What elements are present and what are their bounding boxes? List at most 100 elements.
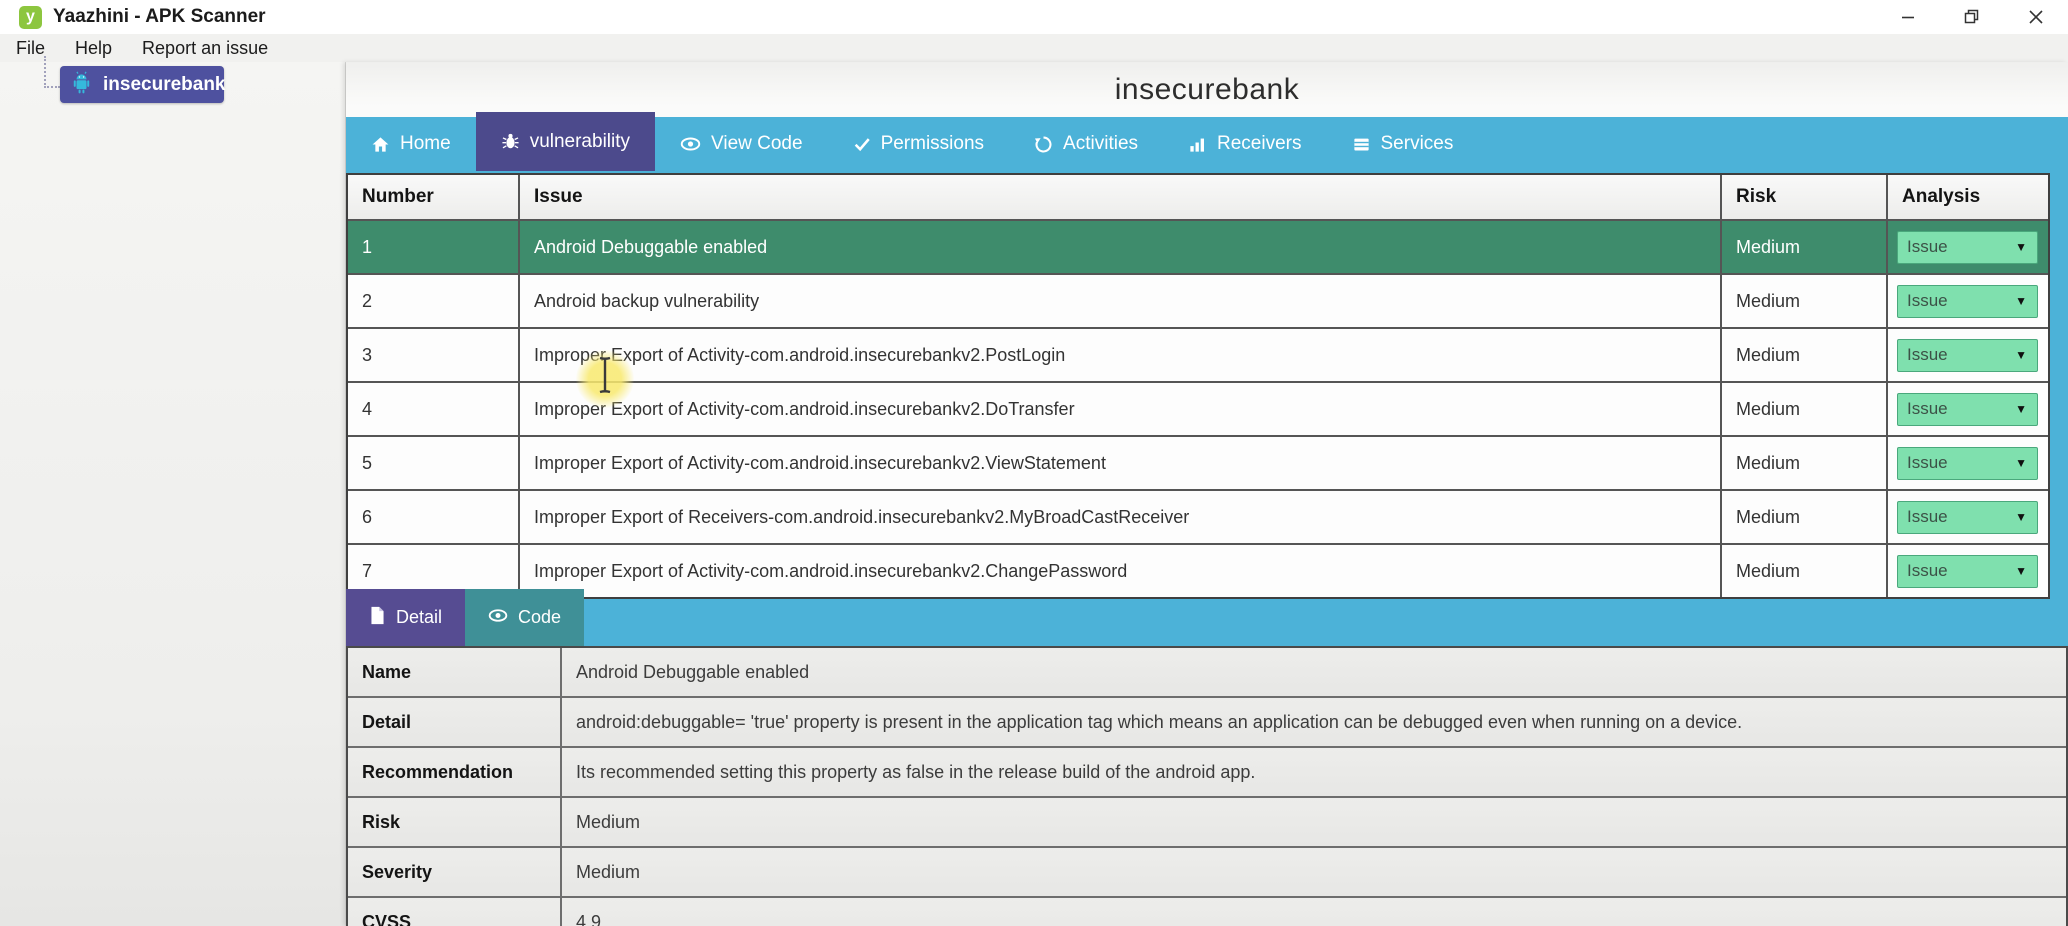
cell-analysis: Issue ▼ [1888, 275, 2048, 327]
tab-services[interactable]: Services [1327, 117, 1479, 171]
history-icon [1034, 135, 1053, 154]
cell-issue: Improper Export of Activity-com.android.… [520, 329, 1722, 381]
tab-detail[interactable]: Detail [346, 589, 466, 646]
restore-icon [1964, 9, 1980, 25]
titlebar: y Yaazhini - APK Scanner [0, 0, 2068, 34]
cell-analysis: Issue ▼ [1888, 329, 2048, 381]
chevron-down-icon: ▼ [2015, 240, 2027, 254]
tab-vulnerability[interactable]: vulnerability [475, 112, 656, 171]
cell-risk: Medium [1722, 383, 1888, 435]
cell-number: 1 [348, 221, 520, 273]
tab-permissions[interactable]: Permissions [828, 117, 1009, 171]
analysis-dropdown[interactable]: Issue ▼ [1897, 446, 2038, 480]
table-row[interactable]: 4 Improper Export of Activity-com.androi… [348, 381, 2048, 435]
dropdown-value: Issue [1907, 291, 1948, 310]
sidebar: insecurebank [0, 56, 346, 926]
detail-label: Severity [348, 848, 562, 896]
cell-issue: Improper Export of Receivers-com.android… [520, 491, 1722, 543]
chevron-down-icon: ▼ [2015, 510, 2027, 524]
column-header-number: Number [348, 175, 520, 219]
detail-table: Name Android Debuggable enabled Detail a… [346, 646, 2068, 926]
tab-label: Home [400, 133, 451, 154]
table-row[interactable]: 1 Android Debuggable enabled Medium Issu… [348, 219, 2048, 273]
chevron-down-icon: ▼ [2015, 402, 2027, 416]
cell-issue: Improper Export of Activity-com.android.… [520, 437, 1722, 489]
detail-label: Detail [348, 698, 562, 746]
document-icon [369, 606, 386, 630]
tab-code[interactable]: Code [465, 589, 585, 646]
analysis-dropdown[interactable]: Issue ▼ [1897, 554, 2038, 588]
detail-label: CVSS [348, 898, 562, 926]
detail-row-risk: Risk Medium [348, 796, 2066, 846]
cell-issue: Improper Export of Activity-com.android.… [520, 383, 1722, 435]
detail-row-detail: Detail android:debuggable= 'true' proper… [348, 696, 2066, 746]
tab-label: vulnerability [529, 130, 631, 152]
cell-risk: Medium [1722, 491, 1888, 543]
content-area: insecurebank Home [346, 62, 2068, 926]
tab-label: View Code [711, 133, 803, 154]
dropdown-value: Issue [1907, 507, 1948, 526]
analysis-dropdown[interactable]: Issue ▼ [1897, 338, 2038, 372]
minimize-icon [1900, 9, 1916, 25]
detail-row-severity: Severity Medium [348, 846, 2066, 896]
cell-risk: Medium [1722, 545, 1888, 597]
menu-report-an-issue[interactable]: Report an issue [142, 37, 269, 58]
tab-home[interactable]: Home [346, 117, 476, 171]
content-header: insecurebank [346, 62, 2068, 117]
menu-file[interactable]: File [16, 37, 46, 58]
sidebar-item-insecurebank[interactable]: insecurebank [60, 66, 226, 103]
page-title: insecurebank [1114, 72, 1300, 106]
tab-label: Services [1380, 133, 1454, 154]
table-row[interactable]: 2 Android backup vulnerability Medium Is… [348, 273, 2048, 327]
detail-label: Recommendation [348, 748, 562, 796]
column-header-risk: Risk [1722, 175, 1888, 219]
main-tab-bar: Home vulnerability [346, 112, 2068, 171]
detail-row-name: Name Android Debuggable enabled [348, 648, 2066, 696]
home-icon [371, 135, 390, 154]
dropdown-value: Issue [1907, 237, 1948, 256]
analysis-dropdown[interactable]: Issue ▼ [1897, 500, 2038, 534]
vulnerability-table: Number Issue Risk Analysis 1 Android Deb… [346, 173, 2050, 599]
table-icon [1352, 135, 1371, 154]
cell-issue: Android Debuggable enabled [520, 221, 1722, 273]
detail-value: android:debuggable= 'true' property is p… [576, 711, 1743, 732]
cell-risk: Medium [1722, 329, 1888, 381]
table-row[interactable]: 6 Improper Export of Receivers-com.andro… [348, 489, 2048, 543]
menubar: File Help Report an issue [0, 34, 2068, 62]
detail-row-cvss: CVSS 4.9 [348, 896, 2066, 926]
cell-issue: Android backup vulnerability [520, 275, 1722, 327]
tab-label: Activities [1063, 133, 1139, 154]
tab-activities[interactable]: Activities [1009, 117, 1163, 171]
cell-analysis: Issue ▼ [1888, 545, 2048, 597]
bug-icon [501, 132, 520, 151]
cell-analysis: Issue ▼ [1888, 383, 2048, 435]
detail-label: Name [348, 648, 562, 696]
cell-number: 2 [348, 275, 520, 327]
cell-analysis: Issue ▼ [1888, 491, 2048, 543]
cell-risk: Medium [1722, 221, 1888, 273]
dropdown-value: Issue [1907, 399, 1948, 418]
table-row[interactable]: 3 Improper Export of Activity-com.androi… [348, 327, 2048, 381]
tab-label: Code [518, 607, 562, 627]
analysis-dropdown[interactable]: Issue ▼ [1897, 230, 2038, 264]
restore-button[interactable] [1940, 0, 2004, 34]
table-row[interactable]: 5 Improper Export of Activity-com.androi… [348, 435, 2048, 489]
menu-help[interactable]: Help [75, 37, 113, 58]
minimize-button[interactable] [1876, 0, 1940, 34]
detail-label: Risk [348, 798, 562, 846]
tab-view-code[interactable]: View Code [655, 117, 828, 171]
analysis-dropdown[interactable]: Issue ▼ [1897, 284, 2038, 318]
chevron-down-icon: ▼ [2015, 348, 2027, 362]
cell-number: 7 [348, 545, 520, 597]
vulnerability-pane: Home vulnerability [346, 112, 2068, 646]
table-row[interactable]: 7 Improper Export of Activity-com.androi… [348, 543, 2048, 597]
analysis-dropdown[interactable]: Issue ▼ [1897, 392, 2038, 426]
check-icon [853, 135, 871, 153]
tab-receivers[interactable]: Receivers [1163, 117, 1326, 171]
tab-label: Receivers [1217, 133, 1302, 154]
sidebar-item-label: insecurebank [103, 73, 226, 95]
cell-number: 4 [348, 383, 520, 435]
close-button[interactable] [2004, 0, 2068, 34]
detail-value: Medium [576, 861, 641, 882]
